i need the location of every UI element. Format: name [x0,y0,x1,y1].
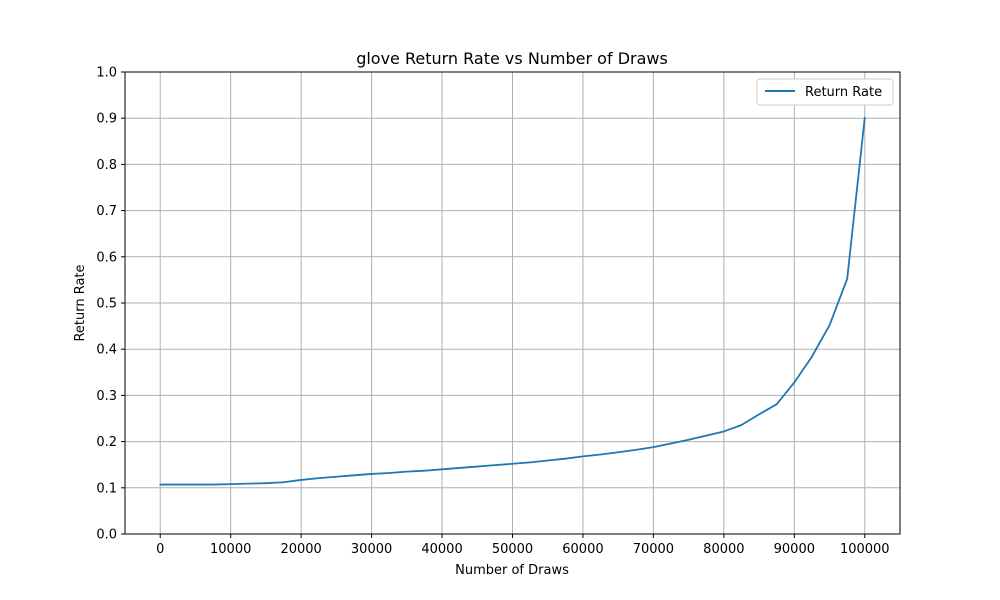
series-layer [159,116,866,486]
legend-box [756,78,894,106]
y-tick-label: 0.0 [96,528,117,543]
legend-label: Return Rate [805,85,882,100]
ticks-layer: 0 10000 20000 30000 40000 50000 60000 70000 8000… [96,66,889,558]
y-tick-label: 0.2 [96,435,117,450]
grid-layer [125,71,900,535]
x-tick-label: 0 [156,542,164,557]
y-axis-label: Return Rate [73,264,88,341]
y-tick-label: 0.3 [96,389,117,404]
x-tick-label: 40000 [421,542,462,557]
x-tick-label: 100000 [840,542,890,557]
x-tick-label: 60000 [562,542,603,557]
x-tick-label: 30000 [351,542,392,557]
y-tick-label: 0.5 [96,297,117,312]
legend: Return Rate [756,78,894,106]
x-tick-label: 70000 [633,542,674,557]
chart-title: glove Return Rate vs Number of Draws [356,49,668,68]
x-tick-label: 20000 [280,542,321,557]
y-tick-label: 0.6 [96,250,117,265]
y-tick-label: 0.4 [96,343,117,358]
series-line-return-rate [159,116,866,486]
y-tick-label: 0.9 [96,112,117,127]
y-tick-label: 0.1 [96,481,117,496]
x-tick-label: 50000 [492,542,533,557]
x-tick-label: 80000 [703,542,744,557]
y-tick-label: 1.0 [96,66,117,81]
x-axis-label: Number of Draws [455,563,569,578]
y-tick-label: 0.7 [96,204,117,219]
x-tick-label: 90000 [774,542,815,557]
x-tick-label: 10000 [210,542,251,557]
y-tick-label: 0.8 [96,158,117,173]
